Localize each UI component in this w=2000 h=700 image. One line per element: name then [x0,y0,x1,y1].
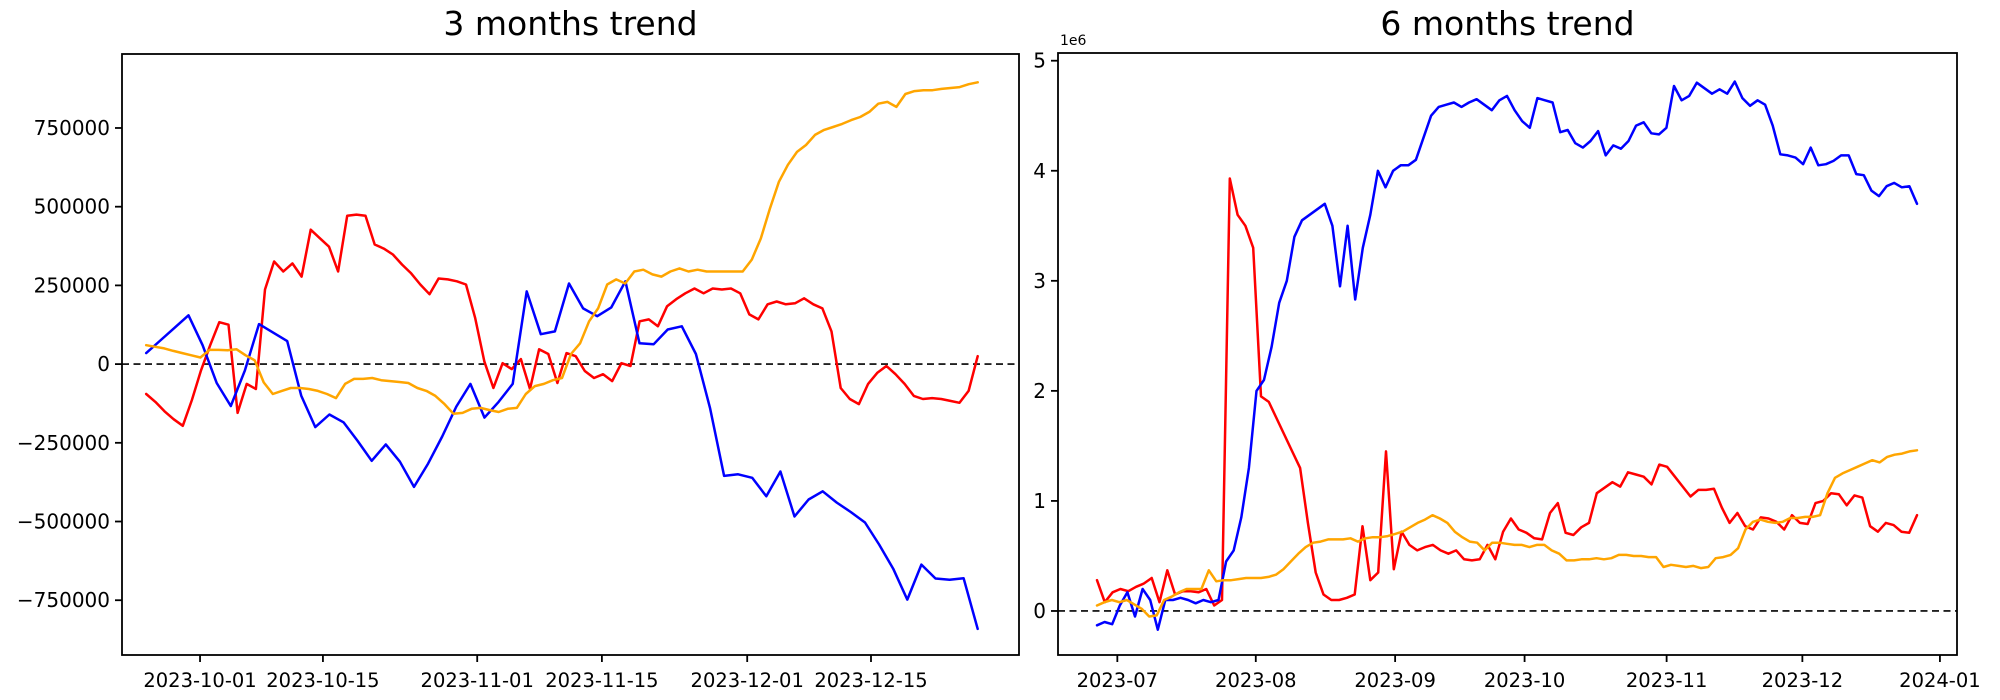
x-tick-label: 2023-11-15 [545,669,658,692]
y-tick-label: 2 [1033,379,1046,403]
series-orange-line [144,81,979,416]
series-orange-line [1095,449,1919,618]
y-tick-label: 0 [1033,599,1046,623]
y-tick-label: 750000 [34,116,110,140]
series-blue-line [144,280,979,631]
y-tick-label: −500000 [17,510,110,534]
y-tick-label: 250000 [34,273,110,297]
chart-title-3-months: 3 months trend [443,4,698,43]
y-tick-label: −750000 [17,588,110,612]
x-tick-label: 2023-09 [1354,669,1435,692]
chart-title-6-months: 6 months trend [1380,4,1635,43]
series-red-line [1095,177,1919,607]
x-tick-label: 2023-12-15 [814,669,927,692]
y-tick-label: 5 [1033,49,1046,73]
chart-3-months-trend: 750000 500000 250000 0 −250000 −500000 −750000… [17,53,1020,692]
series-blue-line [1095,80,1919,631]
series-red-line [144,213,979,428]
x-tick-label: 2024-01 [1899,669,1980,692]
y-tick-label: −250000 [17,431,110,455]
chart-6-months-trend: 0 1 2 3 4 5 2023-07 2023-08 2023-09 2023-10 2023-1… [1033,33,1980,692]
y-tick-label: 0 [97,352,110,376]
x-tick-label: 2023-07 [1077,669,1158,692]
y-tick-label: 1 [1033,489,1046,513]
y-tick-label: 3 [1033,269,1046,293]
x-tick-label: 2023-10 [1484,669,1565,692]
x-tick-label: 2023-10-15 [266,669,379,692]
x-tick-label: 2023-12-01 [691,669,804,692]
y-tick-label: 4 [1033,159,1046,183]
x-tick-label: 2023-08 [1215,669,1296,692]
x-tick-label: 2023-11-01 [421,669,534,692]
y-axis-offset-label: 1e6 [1060,33,1087,49]
x-tick-label: 2023-12 [1762,669,1843,692]
x-tick-label: 2023-11 [1626,669,1707,692]
axes-box [121,53,1020,656]
axes-box [1057,52,1958,656]
y-tick-label: 500000 [34,195,110,219]
x-tick-label: 2023-10-01 [143,669,256,692]
